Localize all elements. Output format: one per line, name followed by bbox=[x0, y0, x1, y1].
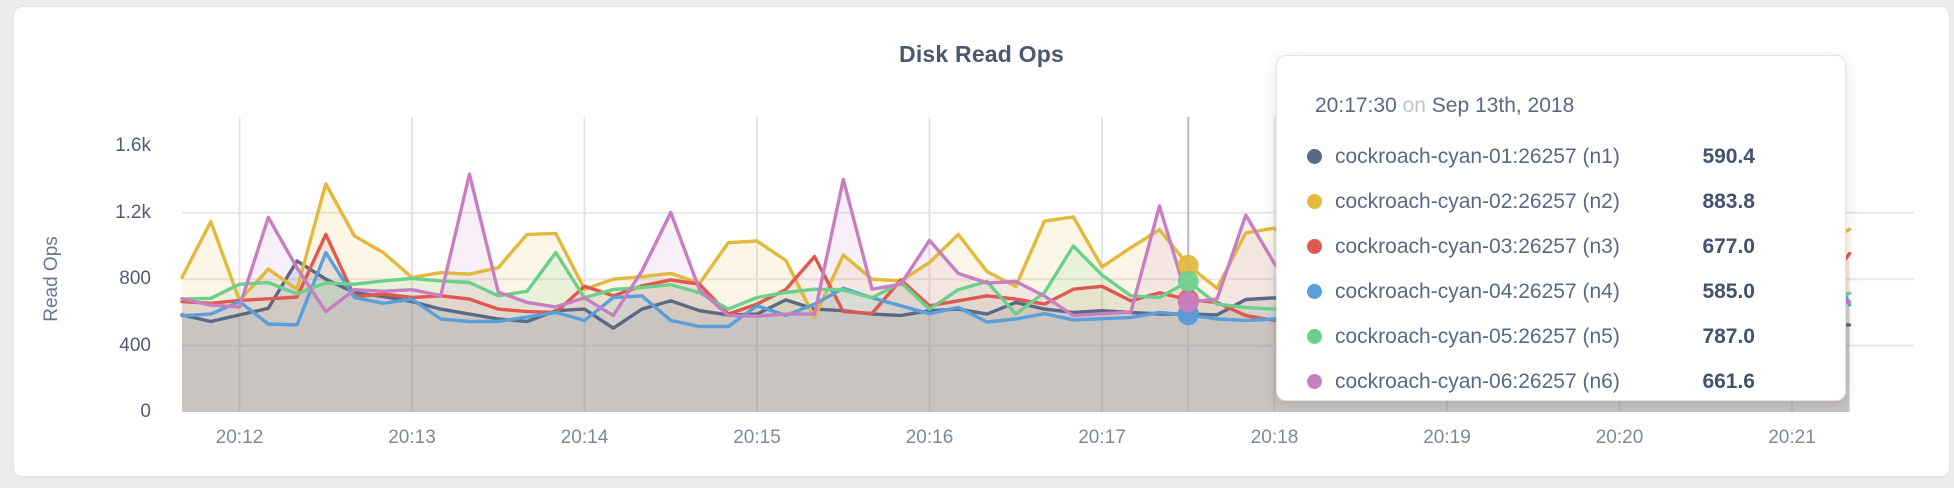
chart-title: Disk Read Ops bbox=[899, 41, 1064, 67]
series-label: cockroach-cyan-05:26257 (n5) bbox=[1335, 324, 1620, 348]
series-label: cockroach-cyan-01:26257 (n1) bbox=[1335, 144, 1620, 168]
series-value: 661.6 bbox=[1702, 369, 1755, 393]
series-value: 585.0 bbox=[1702, 279, 1755, 303]
series-value: 590.4 bbox=[1702, 144, 1755, 168]
series-value: 787.0 bbox=[1702, 324, 1755, 348]
x-tick-label: 20:21 bbox=[1768, 427, 1816, 448]
y-tick-label: 400 bbox=[119, 334, 151, 356]
x-tick-label: 20:20 bbox=[1595, 427, 1644, 448]
hover-tooltip: 20:17:30 on Sep 13th, 2018 cockroach-cya… bbox=[1276, 55, 1846, 401]
x-tick-label: 20:19 bbox=[1423, 427, 1471, 448]
series-label: cockroach-cyan-06:26257 (n6) bbox=[1335, 369, 1620, 393]
series-label: cockroach-cyan-04:26257 (n4) bbox=[1335, 279, 1620, 303]
x-tick-label: 20:14 bbox=[560, 427, 609, 448]
tooltip-title: 20:17:30 on Sep 13th, 2018 bbox=[1307, 94, 1755, 118]
hover-point-n6 bbox=[1177, 291, 1199, 313]
hover-point-n5 bbox=[1177, 270, 1199, 292]
tooltip-row: cockroach-cyan-06:26257 (n6) 661.6 bbox=[1307, 359, 1755, 404]
tooltip-row: cockroach-cyan-05:26257 (n5) 787.0 bbox=[1307, 314, 1755, 359]
tooltip-rows: cockroach-cyan-01:26257 (n1) 590.4 cockroa… bbox=[1307, 134, 1755, 404]
series-color-dot-icon bbox=[1307, 329, 1322, 344]
y-tick-label: 800 bbox=[119, 268, 151, 290]
x-tick-label: 20:15 bbox=[733, 427, 781, 448]
x-tick-label: 20:17 bbox=[1078, 427, 1126, 448]
tooltip-time: 20:17:30 bbox=[1315, 94, 1397, 117]
tooltip-row: cockroach-cyan-02:26257 (n2) 883.8 bbox=[1307, 179, 1755, 224]
hover-point-n2 bbox=[1177, 254, 1199, 276]
y-tick-label: 1.6k bbox=[115, 135, 151, 157]
tooltip-row: cockroach-cyan-01:26257 (n1) 590.4 bbox=[1307, 134, 1755, 179]
y-tick-label: 1.2k bbox=[115, 201, 151, 223]
series-label: cockroach-cyan-03:26257 (n3) bbox=[1335, 234, 1620, 258]
series-label: cockroach-cyan-02:26257 (n2) bbox=[1335, 189, 1620, 213]
tooltip-date: Sep 13th, 2018 bbox=[1431, 94, 1575, 117]
series-color-dot-icon bbox=[1307, 194, 1322, 209]
series-color-dot-icon bbox=[1307, 149, 1322, 164]
x-tick-label: 20:16 bbox=[905, 427, 954, 448]
y-tick-label: 0 bbox=[140, 401, 151, 422]
tooltip-on-word: on bbox=[1402, 94, 1426, 117]
series-color-dot-icon bbox=[1307, 284, 1322, 299]
x-tick-label: 20:18 bbox=[1250, 427, 1299, 448]
x-tick-label: 20:13 bbox=[388, 427, 436, 448]
chart-card: Disk Read Ops Read Ops 0 400 800 1.2k 1.6k 2… bbox=[13, 6, 1950, 477]
series-value: 883.8 bbox=[1702, 189, 1755, 213]
x-tick-label: 20:12 bbox=[215, 427, 264, 448]
series-value: 677.0 bbox=[1702, 234, 1755, 258]
tooltip-row: cockroach-cyan-04:26257 (n4) 585.0 bbox=[1307, 269, 1755, 314]
series-color-dot-icon bbox=[1307, 239, 1322, 254]
series-color-dot-icon bbox=[1307, 374, 1322, 389]
tooltip-row: cockroach-cyan-03:26257 (n3) 677.0 bbox=[1307, 224, 1755, 269]
